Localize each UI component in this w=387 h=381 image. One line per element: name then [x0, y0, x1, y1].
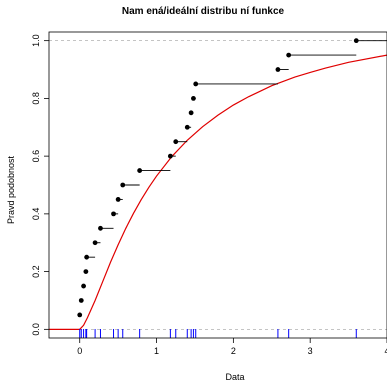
ecdf-point-11 — [167, 153, 173, 159]
y-tick-label-0: 0.0 — [31, 323, 41, 336]
ecdf-point-3 — [83, 269, 89, 275]
ecdf-point-1 — [78, 298, 84, 303]
y-tick-label-2: 0.4 — [31, 208, 41, 221]
y-tick-label-1: 0.2 — [31, 265, 41, 278]
ecdf-steps — [79, 40, 387, 316]
chart-title: Nam ená/ideální distribu ní funkce — [122, 6, 285, 17]
ecdf-point-7 — [111, 211, 116, 217]
y-axis: 0.0 0.2 0.4 0.6 0.8 1.0 — [31, 34, 49, 336]
y-tick-label-3: 0.6 — [31, 150, 41, 163]
ecdf-point-14 — [188, 110, 194, 116]
ecdf-point-15 — [191, 95, 196, 101]
ecdf-point-4 — [84, 254, 90, 260]
ecdf-point-0 — [77, 312, 83, 318]
ecdf-point-12 — [173, 139, 179, 145]
y-axis-label: Pravd podobnost — [6, 155, 16, 224]
ecdf-point-8 — [115, 197, 121, 202]
x-axis-label: Data — [225, 372, 244, 381]
ecdf-point-5 — [92, 240, 98, 246]
x-tick-label-3: 3 — [308, 346, 313, 356]
plot-frame — [48, 31, 387, 339]
ecdf-point-10 — [137, 168, 143, 173]
ecdf-points — [77, 38, 359, 318]
y-tick-label-4: 0.8 — [31, 92, 41, 105]
ecdf-point-19 — [353, 38, 359, 44]
reference-lines — [49, 40, 387, 330]
theoretical-cdf-line — [49, 54, 387, 330]
ecdf-point-6 — [98, 225, 103, 231]
ecdf-point-17 — [275, 67, 281, 72]
x-tick-label-0: 0 — [77, 346, 82, 356]
ecdf-point-9 — [120, 182, 126, 188]
x-axis: 0 1 2 3 4 — [77, 338, 387, 356]
ecdf-point-16 — [193, 81, 199, 87]
data-rug — [79, 329, 357, 338]
x-tick-label-4: 4 — [384, 346, 387, 356]
ecdf-point-18 — [286, 52, 292, 58]
ecdf-point-2 — [81, 283, 86, 289]
x-tick-label-1: 1 — [154, 346, 159, 356]
theoretical-cdf — [49, 54, 387, 330]
ecdf-point-13 — [184, 124, 190, 130]
y-tick-label-5: 1.0 — [31, 34, 41, 47]
x-tick-label-2: 2 — [231, 346, 236, 356]
